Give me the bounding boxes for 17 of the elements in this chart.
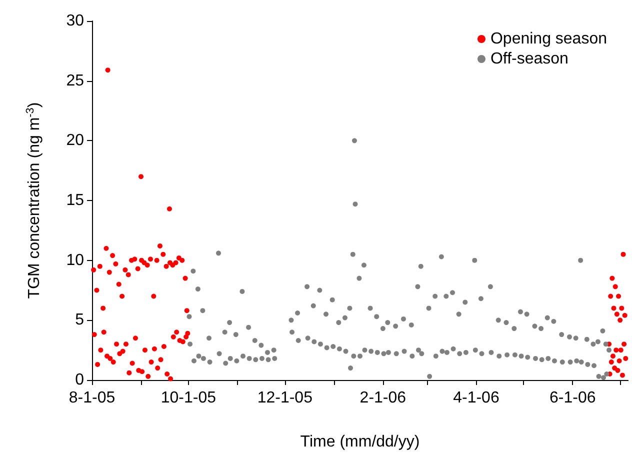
y-tick-label: 30 xyxy=(66,12,84,30)
x-axis-title: Time (mm/dd/yy) xyxy=(300,434,420,450)
legend-label: Opening season xyxy=(490,30,607,48)
x-tick-label: 12-1-05 xyxy=(257,390,313,406)
y-tick-label: 25 xyxy=(66,72,84,90)
y-tick-label: 15 xyxy=(66,192,84,209)
y-tick-label: 10 xyxy=(66,252,84,269)
y-tick-label: 5 xyxy=(75,312,84,329)
y-axis-title: TGM concentration (ng m-3) xyxy=(24,102,43,299)
x-tick-label: 4-1-06 xyxy=(453,390,500,406)
legend-label: Off-season xyxy=(490,50,568,68)
y-tick-label: 0 xyxy=(75,372,84,388)
x-tick-label: 10-1-05 xyxy=(160,390,216,406)
x-tick-label: 6-1-06 xyxy=(550,390,596,406)
x-tick-label: 2-1-06 xyxy=(360,390,406,406)
y-tick-label: 20 xyxy=(66,132,84,150)
x-tick-label: 8-1-05 xyxy=(68,390,116,406)
